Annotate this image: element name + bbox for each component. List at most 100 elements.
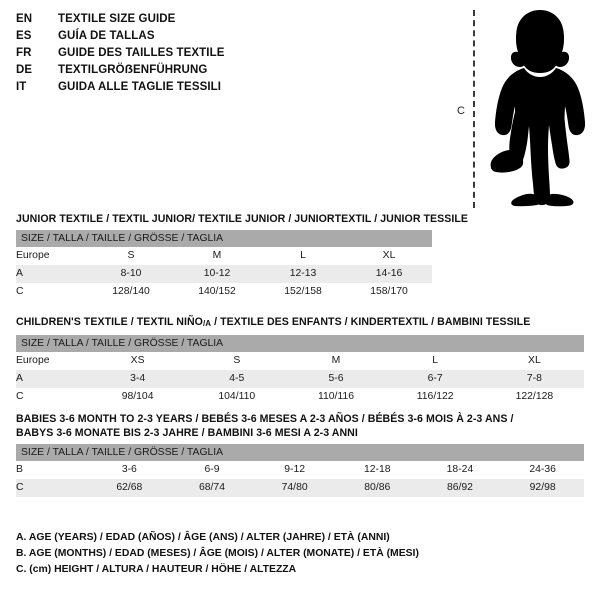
size-band-label: SIZE / TALLA / TAILLE / GRÖSSE / TAGLIA <box>16 335 584 352</box>
language-title: GUIDA ALLE TAGLIE TESSILI <box>58 81 222 93</box>
height-measurement-figure: C <box>448 0 600 212</box>
section-heading-babies: BABIES 3-6 MONTH TO 2-3 YEARS / BEBÉS 3-… <box>16 412 584 440</box>
footnote-legend: A. AGE (YEARS) / EDAD (AÑOS) / ÂGE (ANS)… <box>16 530 576 578</box>
section-children-textile: CHILDREN'S TEXTILE / TEXTIL NIÑO/A / TEX… <box>16 315 584 406</box>
row-label: Europe <box>16 247 88 265</box>
table-row: A 3-4 4-5 5-6 6-7 7-8 <box>16 370 584 388</box>
table-cell: 68/74 <box>170 479 254 497</box>
section-junior-textile: JUNIOR TEXTILE / TEXTIL JUNIOR/ TEXTILE … <box>16 212 468 301</box>
language-title: GUÍA DE TALLAS <box>58 30 155 42</box>
footnote-line: B. AGE (MONTHS) / EDAD (MESES) / ÂGE (MO… <box>16 548 419 559</box>
size-band-label: SIZE / TALLA / TAILLE / GRÖSSE / TAGLIA <box>16 230 433 247</box>
heading-children-post: / TEXTILE DES ENFANTS / KINDERTEXTIL / B… <box>211 316 531 328</box>
table-row: Europe XS S M L XL <box>16 352 584 370</box>
table-cell: 152/158 <box>260 283 346 301</box>
toddler-silhouette-icon <box>490 10 586 207</box>
table-cell: 62/68 <box>88 479 171 497</box>
table-cell: 86/92 <box>418 479 502 497</box>
section-heading-babies-line2: BABYS 3-6 MONATE BIS 2-3 JAHRE / BAMBINI… <box>16 427 358 439</box>
table-cell: 128/140 <box>88 283 174 301</box>
table-cell: M <box>174 247 260 265</box>
language-code: DE <box>16 64 33 76</box>
row-label: B <box>16 461 88 479</box>
table-cell: 116/122 <box>385 388 485 406</box>
table-cell: 92/98 <box>501 479 585 497</box>
table-cell: 8-10 <box>88 265 174 283</box>
footnote-line: A. AGE (YEARS) / EDAD (AÑOS) / ÂGE (ANS)… <box>16 532 390 543</box>
size-band-label: SIZE / TALLA / TAILLE / GRÖSSE / TAGLIA <box>16 444 585 461</box>
language-row: FR GUIDE DES TAILLES TEXTILE <box>16 47 436 64</box>
table-cell: 122/128 <box>484 388 584 406</box>
table-row: A 8-10 10-12 12-13 14-16 <box>16 265 433 283</box>
size-table-children: SIZE / TALLA / TAILLE / GRÖSSE / TAGLIA E… <box>16 335 584 406</box>
table-row: C 98/104 104/110 110/116 116/122 122/128 <box>16 388 584 406</box>
size-table-children-body: SIZE / TALLA / TAILLE / GRÖSSE / TAGLIA E… <box>16 335 584 406</box>
section-heading-junior: JUNIOR TEXTILE / TEXTIL JUNIOR/ TEXTILE … <box>16 213 469 225</box>
table-cell: 14-16 <box>346 265 433 283</box>
table-cell: S <box>187 352 287 370</box>
table-cell: 98/104 <box>88 388 188 406</box>
row-label: C <box>16 479 88 497</box>
table-row: C 62/68 68/74 74/80 80/86 86/92 92/98 <box>16 479 585 497</box>
language-row: ES GUÍA DE TALLAS <box>16 30 436 47</box>
size-table-band-header: SIZE / TALLA / TAILLE / GRÖSSE / TAGLIA <box>16 230 433 247</box>
size-table-junior: SIZE / TALLA / TAILLE / GRÖSSE / TAGLIA E… <box>16 230 433 301</box>
row-label: C <box>16 388 88 406</box>
section-heading-children: CHILDREN'S TEXTILE / TEXTIL NIÑO/A / TEX… <box>16 315 584 331</box>
table-cell: 5-6 <box>286 370 386 388</box>
table-cell: 158/170 <box>346 283 433 301</box>
table-cell: 18-24 <box>418 461 502 479</box>
table-cell: 7-8 <box>484 370 584 388</box>
size-table-band-header: SIZE / TALLA / TAILLE / GRÖSSE / TAGLIA <box>16 444 585 461</box>
table-cell: 4-5 <box>187 370 287 388</box>
table-row: C 128/140 140/152 152/158 158/170 <box>16 283 433 301</box>
table-cell: L <box>260 247 346 265</box>
size-table-band-header: SIZE / TALLA / TAILLE / GRÖSSE / TAGLIA <box>16 335 584 352</box>
size-table-junior-body: SIZE / TALLA / TAILLE / GRÖSSE / TAGLIA E… <box>16 230 433 301</box>
language-row: IT GUIDA ALLE TAGLIE TESSILI <box>16 81 436 98</box>
language-code: EN <box>16 13 33 25</box>
language-title: TEXTILGRÖẞENFÜHRUNG <box>58 64 208 76</box>
table-cell: XL <box>484 352 584 370</box>
heading-children-pre: CHILDREN'S TEXTILE / TEXTIL NIÑO <box>16 316 203 328</box>
table-cell: 104/110 <box>187 388 287 406</box>
language-code: ES <box>16 30 32 42</box>
footnote-line: C. (cm) HEIGHT / ALTURA / HAUTEUR / HÖHE… <box>16 564 297 575</box>
table-cell: 140/152 <box>174 283 260 301</box>
table-cell: 6-7 <box>385 370 485 388</box>
section-heading-babies-line1: BABIES 3-6 MONTH TO 2-3 YEARS / BEBÉS 3-… <box>16 413 514 425</box>
row-label: A <box>16 370 88 388</box>
table-cell: 9-12 <box>253 461 336 479</box>
size-table-babies: SIZE / TALLA / TAILLE / GRÖSSE / TAGLIA B… <box>16 444 585 497</box>
table-cell: XL <box>346 247 433 265</box>
language-title: GUIDE DES TAILLES TEXTILE <box>58 47 225 59</box>
table-cell: 3-4 <box>88 370 188 388</box>
language-title-list: EN TEXTILE SIZE GUIDE ES GUÍA DE TALLAS FR GU… <box>16 13 436 98</box>
row-label: Europe <box>16 352 88 370</box>
language-code: IT <box>16 81 27 93</box>
language-code: FR <box>16 47 32 59</box>
table-cell: 80/86 <box>335 479 419 497</box>
height-indicator-label: C <box>457 105 465 117</box>
section-babies-textile: BABIES 3-6 MONTH TO 2-3 YEARS / BEBÉS 3-… <box>16 412 585 497</box>
height-dashed-line <box>473 10 475 208</box>
row-label: C <box>16 283 88 301</box>
table-cell: 12-18 <box>335 461 419 479</box>
table-cell: XS <box>88 352 188 370</box>
table-cell: 3-6 <box>88 461 171 479</box>
table-cell: 24-36 <box>501 461 585 479</box>
table-cell: 12-13 <box>260 265 346 283</box>
row-label: A <box>16 265 88 283</box>
table-row: B 3-6 6-9 9-12 12-18 18-24 24-36 <box>16 461 585 479</box>
table-cell: 74/80 <box>253 479 336 497</box>
table-cell: M <box>286 352 386 370</box>
language-row: EN TEXTILE SIZE GUIDE <box>16 13 436 30</box>
language-title: TEXTILE SIZE GUIDE <box>58 13 176 25</box>
size-table-babies-body: SIZE / TALLA / TAILLE / GRÖSSE / TAGLIA B… <box>16 444 585 497</box>
table-cell: 10-12 <box>174 265 260 283</box>
table-cell: 6-9 <box>170 461 254 479</box>
heading-children-subscript: /A <box>202 319 212 328</box>
table-row: Europe S M L XL <box>16 247 433 265</box>
table-cell: L <box>385 352 485 370</box>
language-row: DE TEXTILGRÖẞENFÜHRUNG <box>16 64 436 81</box>
